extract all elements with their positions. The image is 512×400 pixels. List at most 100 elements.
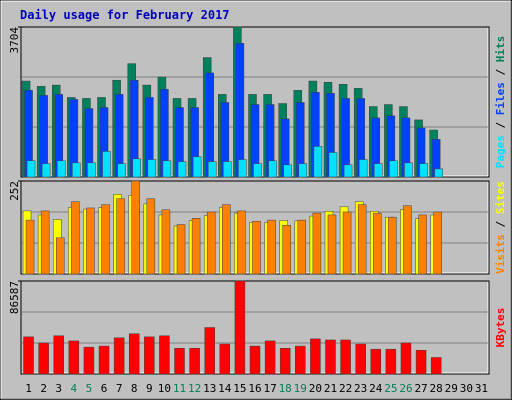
bar [385,348,397,375]
bar [55,237,65,275]
bar [433,211,442,275]
legend: Visits / Sites [494,181,507,274]
x-tick-label: 5 [86,382,93,395]
bar [355,343,366,375]
x-tick-label: 19 [294,382,307,395]
bar [358,159,368,178]
bar [177,161,187,178]
x-tick-label: 27 [414,382,427,395]
legend-separator: / [494,62,507,82]
legend-separator: / [494,214,507,234]
bar [38,342,49,375]
x-tick-label: 24 [369,382,383,395]
legend-entry: Hits [494,36,507,63]
bar [174,347,185,375]
bar [113,337,125,375]
y-tick-label: 252 [8,181,21,201]
x-tick-label: 4 [71,382,78,395]
bar [340,339,351,375]
bar [264,340,276,375]
x-tick-label: 16 [248,382,261,395]
bar [116,198,125,275]
x-tick-label: 15 [233,382,246,395]
bar [72,162,81,178]
bar [343,164,353,178]
x-tick-label: 8 [131,382,138,395]
bar [71,201,80,275]
x-tick-label: 21 [324,382,337,395]
x-tick-label: 2 [40,382,47,395]
bar [222,204,231,275]
bar [132,158,141,178]
x-tick-label: 26 [399,382,412,395]
bar [327,214,337,275]
x-tick-label: 28 [430,382,443,395]
bar [146,198,156,275]
bar [282,225,291,275]
bar [206,211,216,275]
bar [41,163,51,178]
bar [253,163,262,178]
bar [404,162,413,178]
bar [40,210,50,275]
x-tick-label: 3 [55,382,62,395]
legend-entry: Sites [494,181,507,214]
bar [192,156,202,178]
legend-entry: Visits [494,234,507,274]
bar [297,219,307,275]
bar [430,357,442,375]
bar [26,160,36,178]
x-tick-label: 22 [339,382,352,395]
bar [101,204,110,275]
x-tick-label: 6 [101,382,108,395]
x-tick-label: 10 [158,382,171,395]
x-tick-label: 30 [460,382,473,395]
bar [389,160,398,178]
bar [86,207,95,275]
bar [267,219,276,275]
bar [159,335,170,375]
bar [415,350,427,375]
bar [117,163,126,178]
bar [161,209,171,275]
legend-entry: Pages [494,135,507,168]
bar [87,162,96,178]
bar [310,338,321,375]
bar [283,164,292,178]
bar [68,340,80,375]
bar [53,335,64,375]
y-tick-label: 86587 [8,281,21,314]
bar [268,160,277,178]
bar [219,343,231,375]
bar [204,327,215,375]
bar [23,336,34,375]
bar [98,345,110,375]
bar [434,168,443,178]
bar [235,43,245,178]
legend: Pages / Files / Hits [494,36,507,169]
legend-separator: / [494,115,507,135]
bar [238,159,247,178]
x-tick-label: 20 [309,382,322,395]
bar [234,280,246,375]
x-tick-label: 11 [173,382,186,395]
bar [147,159,157,178]
legend-entry: KBytes [494,308,507,348]
bar [312,212,322,275]
x-tick-label: 17 [263,382,276,395]
bar [144,336,155,375]
bar [342,211,352,275]
bar [128,333,140,375]
bar [237,210,246,275]
bar [370,348,382,375]
bar [298,163,308,178]
x-tick-label: 12 [188,382,201,395]
bar [279,347,291,375]
bar [223,161,232,178]
bar [328,152,338,178]
bar [357,204,367,275]
bar [102,151,111,178]
